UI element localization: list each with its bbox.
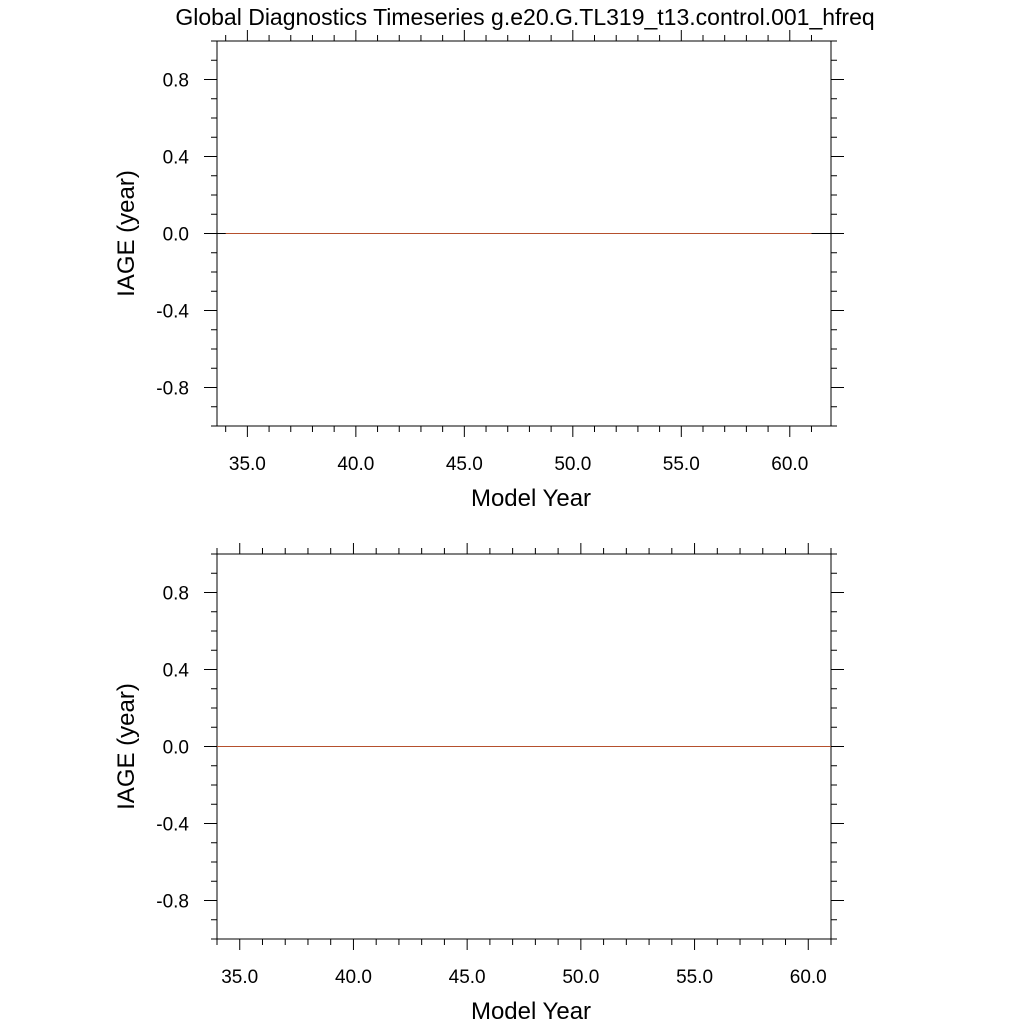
y-axis-title: IAGE (year) bbox=[113, 683, 140, 810]
y-tick-label: -0.4 bbox=[156, 302, 189, 323]
x-tick-label: 35.0 bbox=[229, 454, 266, 475]
figure-title: Global Diagnostics Timeseries g.e20.G.TL… bbox=[175, 4, 874, 30]
x-tick-label: 55.0 bbox=[663, 454, 700, 475]
x-tick-label: 40.0 bbox=[337, 454, 374, 475]
x-tick-label: 35.0 bbox=[221, 967, 258, 988]
top-panel: 35.0 40.0 45.0 50.0 55.0 60.0 -0.8 -0.4 0.0 0.4 0.… bbox=[113, 30, 844, 512]
y-tick-label: 0.4 bbox=[163, 661, 190, 682]
y-tick-label: 0.8 bbox=[163, 584, 189, 605]
y-tick-label: -0.4 bbox=[156, 815, 189, 836]
x-axis-title: Model Year bbox=[471, 998, 591, 1024]
x-tick-label: 55.0 bbox=[676, 967, 713, 988]
y-tick-label: -0.8 bbox=[156, 892, 189, 913]
y-axis-title: IAGE (year) bbox=[113, 170, 140, 297]
y-tick-label: 0.8 bbox=[163, 71, 189, 92]
x-tick-label: 50.0 bbox=[554, 454, 591, 475]
x-tick-label: 40.0 bbox=[335, 967, 372, 988]
bottom-panel: 35.0 40.0 45.0 50.0 55.0 60.0 -0.8 -0.4 0.0 0.4 0.… bbox=[113, 543, 844, 1024]
y-tick-label: 0.0 bbox=[163, 225, 189, 246]
y-tick-label: 0.0 bbox=[163, 738, 189, 759]
x-tick-label: 45.0 bbox=[449, 967, 486, 988]
y-tick-label: 0.4 bbox=[163, 148, 190, 169]
x-tick-label: 60.0 bbox=[771, 454, 808, 475]
x-tick-label: 60.0 bbox=[790, 967, 827, 988]
x-axis-title: Model Year bbox=[471, 485, 591, 512]
x-tick-label: 45.0 bbox=[446, 454, 483, 475]
y-tick-label: -0.8 bbox=[156, 379, 189, 400]
x-tick-label: 50.0 bbox=[562, 967, 599, 988]
